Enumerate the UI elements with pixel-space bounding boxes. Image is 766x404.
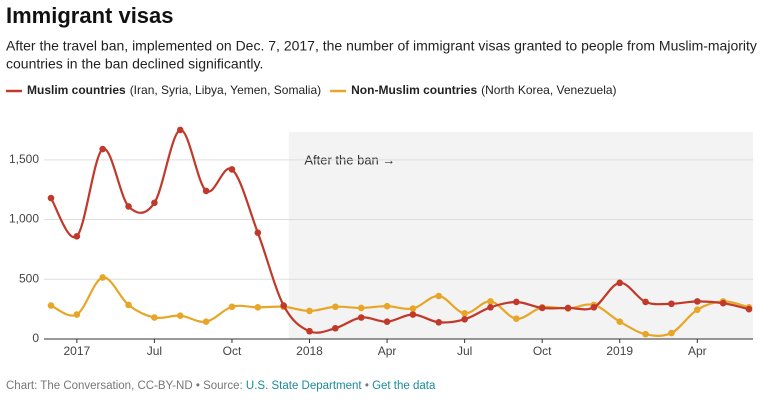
series-line bbox=[50, 276, 750, 337]
x-tick-label: 2018 bbox=[296, 344, 323, 358]
data-point bbox=[125, 203, 132, 210]
y-tick-label: 0 bbox=[32, 331, 39, 345]
data-point bbox=[357, 314, 365, 321]
data-point bbox=[719, 299, 727, 307]
source-label: Source: bbox=[203, 380, 243, 392]
data-point bbox=[564, 304, 572, 312]
data-point bbox=[409, 305, 417, 312]
x-tick-label: Jul bbox=[147, 344, 162, 358]
data-link[interactable]: Get the data bbox=[372, 380, 436, 392]
data-point bbox=[668, 329, 675, 337]
data-point bbox=[306, 307, 313, 315]
data-point bbox=[435, 292, 443, 300]
data-point bbox=[280, 302, 287, 309]
data-point bbox=[487, 304, 494, 311]
data-point bbox=[383, 318, 391, 325]
source-link[interactable]: U.S. State Department bbox=[246, 380, 362, 392]
legend-description: (Iran, Syria, Libya, Yemen, Somalia) bbox=[130, 83, 321, 97]
x-tick-label: Oct bbox=[223, 344, 242, 358]
data-point bbox=[435, 318, 443, 326]
data-point bbox=[538, 304, 546, 312]
legend-description: (North Korea, Venezuela) bbox=[481, 83, 616, 97]
data-point bbox=[642, 298, 649, 306]
data-point bbox=[228, 303, 236, 311]
data-point bbox=[642, 330, 649, 338]
subtitle: countries in the ban declined significan… bbox=[6, 56, 263, 72]
data-point bbox=[125, 301, 132, 309]
y-tick-label: 1,000 bbox=[9, 212, 39, 226]
x-tick-label: 2017 bbox=[64, 344, 91, 358]
x-tick-label: Jul bbox=[457, 344, 472, 358]
data-point bbox=[47, 302, 55, 309]
data-point bbox=[668, 300, 675, 308]
data-point bbox=[616, 279, 624, 287]
data-point bbox=[487, 298, 494, 305]
x-tick-label: Apr bbox=[378, 344, 397, 358]
x-tick-label: Apr bbox=[688, 344, 707, 358]
legend-entry: Muslim countries (Iran, Syria, Libya, Yem… bbox=[27, 83, 321, 97]
footer: Chart: The Conversation, CC-BY-ND • Sour… bbox=[6, 380, 436, 392]
data-point bbox=[461, 310, 468, 317]
data-point bbox=[176, 312, 184, 320]
data-point bbox=[616, 318, 624, 325]
separator: • bbox=[365, 380, 369, 392]
data-point bbox=[73, 311, 81, 318]
data-point bbox=[409, 311, 417, 318]
credit: Chart: The Conversation, CC-BY-ND bbox=[6, 380, 193, 392]
data-point bbox=[73, 232, 81, 240]
data-point bbox=[202, 187, 210, 195]
data-point bbox=[357, 304, 365, 312]
data-point bbox=[513, 315, 520, 322]
chart-title: Immigrant visas bbox=[6, 3, 174, 28]
data-point bbox=[176, 126, 184, 134]
y-tick-label: 500 bbox=[19, 271, 39, 285]
x-tick-label: 2019 bbox=[606, 344, 633, 358]
data-point bbox=[151, 314, 158, 321]
separator: • bbox=[196, 380, 200, 392]
data-point bbox=[590, 304, 598, 311]
data-point bbox=[99, 274, 107, 281]
data-point bbox=[745, 305, 753, 313]
legend-entry: Non-Muslim countries (North Korea, Venezu… bbox=[351, 83, 616, 97]
data-point bbox=[151, 199, 158, 207]
data-point bbox=[383, 302, 391, 310]
data-point bbox=[228, 166, 236, 173]
data-point bbox=[693, 298, 701, 305]
data-point bbox=[332, 303, 339, 311]
legend-name: Muslim countries bbox=[27, 83, 126, 97]
data-point bbox=[47, 194, 55, 202]
data-point bbox=[202, 318, 210, 325]
data-point bbox=[99, 145, 107, 153]
data-point bbox=[693, 306, 701, 314]
data-point bbox=[332, 324, 339, 332]
data-point bbox=[513, 298, 520, 306]
x-tick-label: Oct bbox=[533, 344, 552, 358]
y-tick-label: 1,500 bbox=[9, 152, 39, 166]
data-point bbox=[254, 229, 262, 236]
data-point bbox=[306, 327, 313, 335]
data-point bbox=[254, 304, 262, 311]
data-point bbox=[461, 315, 468, 323]
legend-name: Non-Muslim countries bbox=[351, 83, 477, 97]
subtitle: After the travel ban, implemented on Dec… bbox=[6, 38, 757, 54]
